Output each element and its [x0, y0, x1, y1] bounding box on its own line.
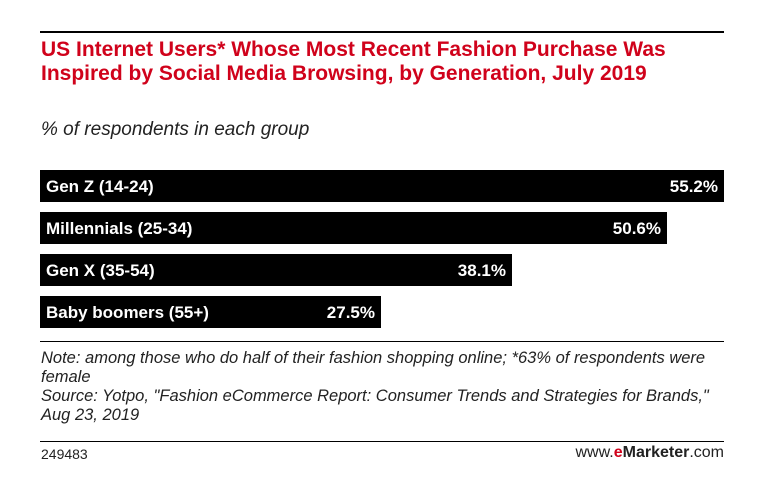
bar-chart-svg: Gen Z (14-24) 55.2% Millennials (25-34) 50.…: [40, 170, 724, 328]
middle-divider: [40, 341, 724, 342]
emarketer-brand[interactable]: www.eMarketer.com: [575, 444, 724, 462]
category-label-1: Millennials (25-34): [46, 219, 192, 238]
chart-notes: Note: among those who do half of their f…: [41, 349, 721, 425]
bar-chart: Gen Z (14-24) 55.2% Millennials (25-34) 50.…: [40, 164, 724, 344]
value-label-2: 38.1%: [458, 261, 506, 280]
bottom-divider: [40, 441, 724, 442]
chart-id: 249483: [41, 446, 88, 462]
chart-subtitle: % of respondents in each group: [41, 119, 310, 140]
category-label-0: Gen Z (14-24): [46, 177, 154, 196]
brand-prefix: www.: [575, 444, 614, 461]
category-label-2: Gen X (35-54): [46, 261, 155, 280]
value-label-0: 55.2%: [670, 177, 718, 196]
bar-0: [40, 170, 724, 202]
brand-name: Marketer: [622, 444, 690, 461]
chart-source: Source: Yotpo, "Fashion eCommerce Report…: [41, 387, 709, 424]
bar-1: [40, 212, 667, 244]
top-divider: [40, 31, 724, 33]
chart-title: US Internet Users* Whose Most Recent Fas…: [41, 38, 666, 85]
bar-2: [40, 254, 512, 286]
value-label-1: 50.6%: [613, 219, 661, 238]
brand-e: e: [613, 444, 623, 461]
value-label-3: 27.5%: [327, 303, 375, 322]
category-label-3: Baby boomers (55+): [46, 303, 209, 322]
brand-suffix: .com: [689, 444, 724, 461]
bar-3: [40, 296, 381, 328]
chart-frame: US Internet Users* Whose Most Recent Fas…: [40, 0, 724, 493]
chart-note: Note: among those who do half of their f…: [41, 349, 706, 386]
